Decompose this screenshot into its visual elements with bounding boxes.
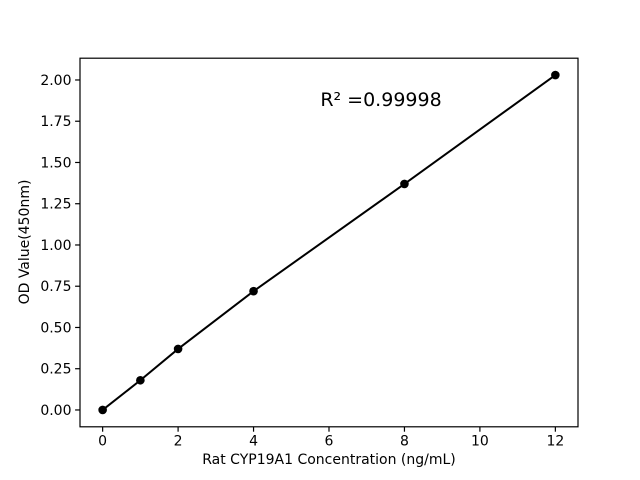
x-tick-label: 4	[249, 433, 258, 449]
y-tick-label: 2.00	[40, 73, 71, 89]
y-tick-label: 0.00	[40, 403, 71, 419]
y-tick-label: 1.00	[40, 238, 71, 254]
r-squared-annotation: R² =0.99998	[320, 89, 442, 111]
y-tick-label: 1.50	[40, 155, 71, 171]
data-point	[249, 286, 258, 296]
y-tick-label: 0.25	[40, 362, 71, 378]
x-axis-label: Rat CYP19A1 Concentration (ng/mL)	[202, 452, 456, 468]
x-tick-label: 8	[400, 433, 409, 449]
data-point	[173, 344, 183, 354]
x-tick-label: 2	[174, 433, 183, 449]
y-tick-label: 1.25	[40, 197, 71, 213]
x-tick-label: 6	[325, 433, 334, 449]
data-point	[98, 405, 107, 415]
data-point	[551, 70, 560, 80]
y-tick-label: 1.75	[40, 114, 71, 130]
x-tick-label: 12	[546, 433, 564, 449]
data-point	[136, 375, 145, 385]
y-axis-label: OD Value(450nm)	[17, 179, 33, 305]
x-tick-label: 0	[98, 433, 107, 449]
x-tick-label: 10	[471, 433, 489, 449]
y-tick-label: 0.75	[40, 279, 71, 295]
data-line	[102, 74, 556, 411]
data-point	[400, 179, 409, 189]
y-tick-label: 0.50	[40, 320, 71, 336]
